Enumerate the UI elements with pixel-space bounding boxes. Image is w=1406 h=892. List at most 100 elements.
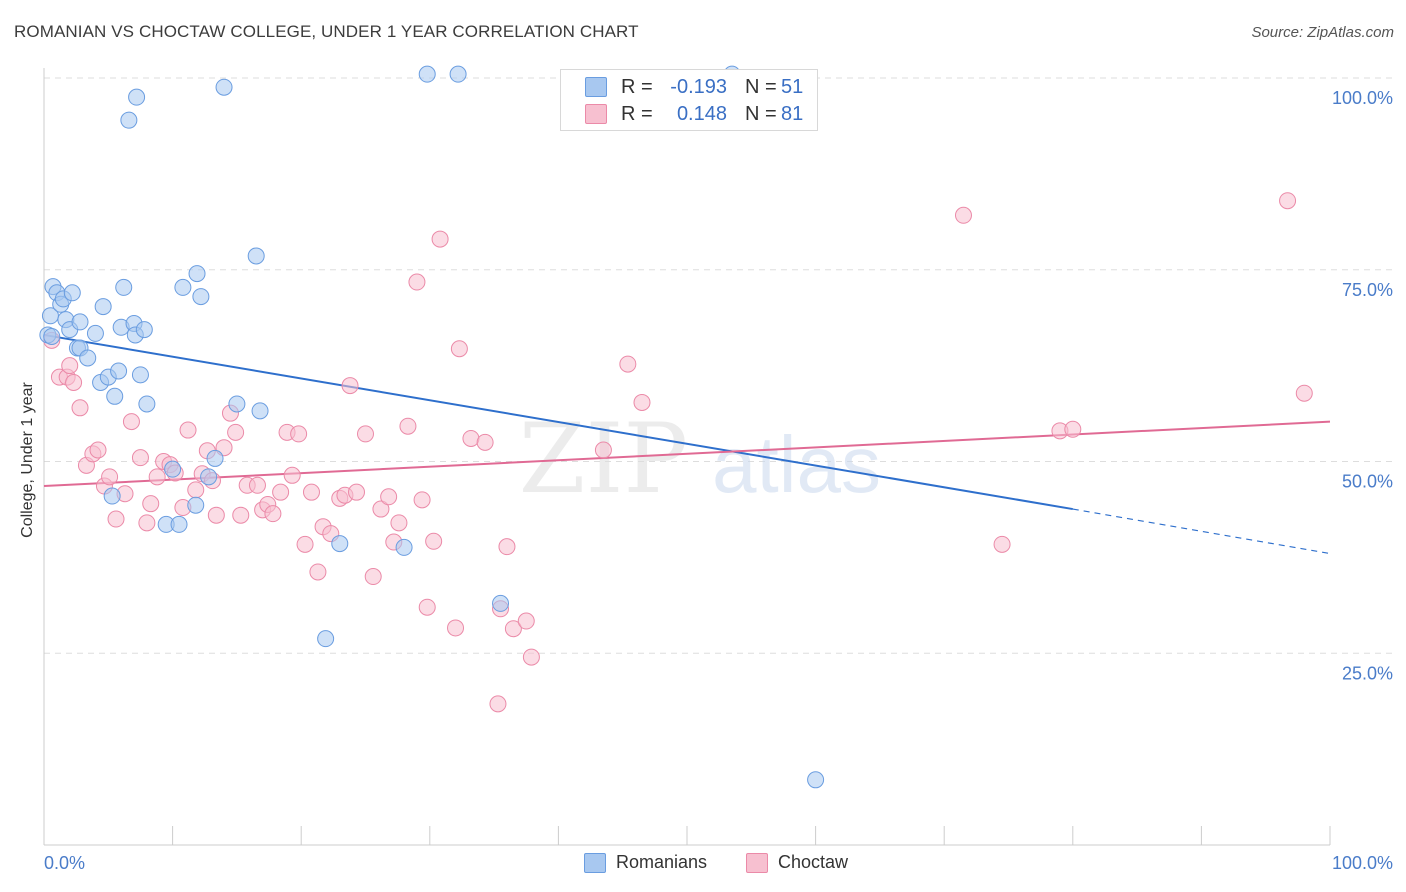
romanians-legend-label: Romanians [616,852,708,872]
choctaw-point [413,491,431,509]
romanians-point [174,278,192,296]
romanians-point [317,630,335,648]
choctaw-swatch [585,104,607,124]
romanians-point [115,278,133,296]
romanians-point [206,449,224,467]
choctaw-point [148,468,166,486]
romanians-point [43,327,61,345]
choctaw-point [450,340,468,358]
choctaw-point [372,500,390,518]
y-tick-label: 100.0% [1332,88,1393,108]
romanians-point [187,496,205,514]
choctaw-point [272,483,290,501]
romanians-point [103,487,121,505]
choctaw-point [633,393,651,411]
choctaw-point [61,357,79,375]
x-tick-label: 100.0% [1332,853,1393,873]
choctaw-point [425,532,443,550]
choctaw-point [232,506,250,524]
romanians-point [395,538,413,556]
choctaw-point [408,273,426,291]
choctaw-point [1279,192,1297,210]
choctaw-point [302,483,320,501]
choctaw-trend-line [43,420,1331,488]
romanians-point [63,284,81,302]
romanians-point [170,515,188,533]
romanians-trend-line [43,333,1073,511]
choctaw-point [462,429,480,447]
r-label: R = [621,102,653,125]
choctaw-point [517,612,535,630]
n-label: N = [745,75,777,98]
legend-item-choctaw: Choctaw [746,852,848,873]
romanians-point [247,247,265,265]
romanians-point [94,298,112,316]
choctaw-point [101,468,119,486]
stats-legend: R = -0.193 N = 51 R = 0.148 N = 81 [560,69,818,131]
romanians-point [79,349,97,367]
choctaw-point [489,695,507,713]
choctaw-point [122,413,140,431]
romanians-point [418,65,436,83]
y-axis-label: College, Under 1 year [19,382,36,538]
choctaw-point [283,466,301,484]
romanians-point [128,88,146,106]
choctaw-point [447,619,465,637]
choctaw-point [476,433,494,451]
romanians-point [120,111,138,129]
legend-row-choctaw: R = 0.148 N = 81 [585,101,803,127]
choctaw-point [227,423,245,441]
y-tick-label: 50.0% [1342,472,1393,492]
romanians-point [251,402,269,420]
axes [43,68,1331,846]
choctaw-point [309,563,327,581]
choctaw-point [399,417,417,435]
romanians-point [86,324,104,342]
chart-title: ROMANIAN VS CHOCTAW COLLEGE, UNDER 1 YEA… [14,22,639,41]
legend-item-romanians: Romanians [584,852,707,873]
choctaw-point [248,476,266,494]
choctaw-point [296,535,314,553]
r-value: 0.148 [676,102,727,125]
choctaw-point [619,355,637,373]
romanians-point [200,468,218,486]
r-value: -0.193 [670,75,727,98]
choctaw-legend-label: Choctaw [778,852,849,872]
romanians-point [164,460,182,478]
choctaw-point [71,399,89,417]
choctaw-point [522,648,540,666]
romanians-legend-swatch [584,852,606,873]
romanians-point [192,288,210,306]
r-label: R = [621,75,653,98]
choctaw-point [179,421,197,439]
choctaw-point [131,449,149,467]
choctaw-point [504,620,522,638]
choctaw-point [142,495,160,513]
romanians-point [106,387,124,405]
choctaw-point [364,568,382,586]
y-tick-label: 75.0% [1342,280,1393,300]
romanians-point [110,362,128,380]
romanians-point [807,771,825,789]
romanians-point [449,65,467,83]
romanians-swatch [585,77,607,97]
grid-lines [44,77,1392,654]
choctaw-legend-swatch [746,852,768,873]
choctaw-point [207,506,225,524]
choctaw-point [1295,384,1313,402]
choctaw-point [390,514,408,532]
choctaw-point [290,425,308,443]
choctaw-point [594,441,612,459]
source-label: Source: ZipAtlas.com [1251,24,1394,41]
legend-row-romanians: R = -0.193 N = 51 [585,74,803,100]
choctaw-point [498,538,516,556]
romanians-point [188,265,206,283]
romanians-point [331,535,349,553]
choctaw-point [89,441,107,459]
choctaw-point [954,206,972,224]
n-value: 81 [781,102,804,125]
choctaw-point [431,230,449,248]
choctaw-point [418,598,436,616]
choctaw-point [380,488,398,506]
